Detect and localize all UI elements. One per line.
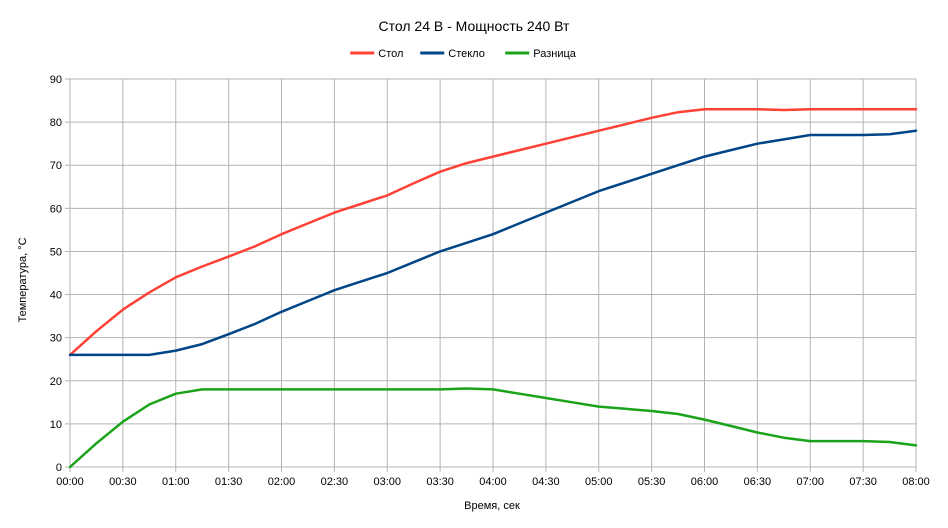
y-tick-label: 30 — [50, 333, 62, 345]
series-line-2 — [68, 129, 918, 357]
y-tick-labels: 0 10 20 30 40 50 60 70 80 90 — [50, 74, 62, 474]
y-tick-label: 50 — [50, 246, 62, 258]
legend-label-2: Стекло — [448, 48, 485, 60]
y-tick-label: 60 — [50, 203, 62, 215]
axes — [65, 78, 917, 472]
x-tick-label: 01:00 — [162, 476, 190, 488]
x-tick-label: 05:30 — [638, 476, 666, 488]
legend-label-3: Разница — [533, 48, 577, 60]
series-line-3 — [68, 387, 918, 469]
y-tick-label: 70 — [50, 160, 62, 172]
x-tick-label: 07:30 — [849, 476, 877, 488]
y-tick-label: 40 — [50, 290, 62, 302]
legend: Стол Стекло Разница — [350, 48, 577, 60]
x-tick-label: 00:00 — [56, 476, 84, 488]
chart-title: Стол 24 В - Мощность 240 Вт — [379, 18, 571, 34]
x-tick-label: 06:00 — [691, 476, 719, 488]
x-tick-label: 03:00 — [373, 476, 401, 488]
grid — [69, 78, 917, 468]
x-tick-label: 00:30 — [109, 476, 137, 488]
x-axis-title: Время, сек — [464, 500, 520, 512]
x-tick-label: 04:00 — [479, 476, 507, 488]
y-tick-label: 80 — [50, 117, 62, 129]
x-tick-label: 04:30 — [532, 476, 560, 488]
series-line-1 — [68, 107, 918, 357]
x-tick-label: 01:30 — [215, 476, 243, 488]
x-tick-label: 03:30 — [426, 476, 454, 488]
series-lines — [68, 107, 918, 469]
x-tick-label: 07:00 — [796, 476, 824, 488]
x-tick-label: 08:00 — [902, 476, 930, 488]
y-tick-label: 0 — [56, 462, 62, 474]
plot-area — [69, 78, 917, 468]
legend-label-1: Стол — [378, 48, 403, 60]
x-tick-labels: 00:00 00:30 01:00 01:30 02:00 02:30 03:00 03:30… — [56, 476, 930, 488]
x-tick-label: 06:30 — [744, 476, 772, 488]
y-tick-label: 90 — [50, 74, 62, 86]
y-tick-label: 10 — [50, 419, 62, 431]
x-tick-label: 05:00 — [585, 476, 613, 488]
y-axis-title: Температура, °С — [17, 237, 29, 322]
x-tick-label: 02:30 — [321, 476, 349, 488]
x-tick-label: 02:00 — [268, 476, 296, 488]
y-tick-label: 20 — [50, 376, 62, 388]
